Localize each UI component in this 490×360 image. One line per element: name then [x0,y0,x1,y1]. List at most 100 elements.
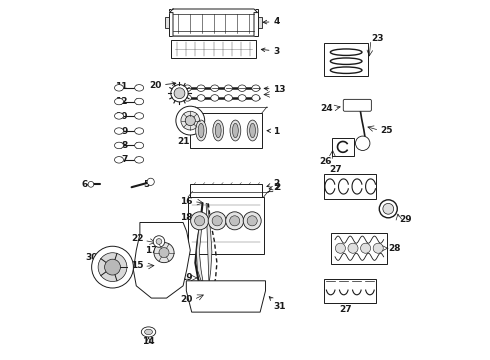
Ellipse shape [145,329,152,335]
Circle shape [147,178,154,185]
Text: 30: 30 [86,253,98,262]
Ellipse shape [247,120,258,141]
Text: 14: 14 [142,337,155,346]
Circle shape [154,243,174,263]
Ellipse shape [238,95,246,101]
Ellipse shape [216,123,221,138]
FancyBboxPatch shape [343,99,371,111]
Text: 18: 18 [180,213,193,222]
Ellipse shape [198,123,204,138]
Circle shape [230,216,240,226]
Ellipse shape [135,98,144,105]
Circle shape [226,212,244,230]
Text: 13: 13 [264,85,286,94]
Circle shape [156,239,162,244]
Text: 2: 2 [269,183,280,192]
Ellipse shape [141,327,156,337]
Bar [188,197,264,254]
Bar [331,233,387,264]
Text: 3: 3 [261,47,279,56]
Circle shape [159,248,169,258]
Ellipse shape [115,113,123,119]
Bar [170,9,258,36]
Ellipse shape [230,120,241,141]
Text: 8: 8 [122,141,127,150]
Ellipse shape [252,95,260,101]
Polygon shape [133,222,190,298]
Text: 27: 27 [330,166,342,175]
Circle shape [104,259,121,275]
Ellipse shape [224,95,232,101]
Circle shape [92,246,133,288]
Circle shape [176,106,205,135]
Text: 16: 16 [180,197,193,206]
Circle shape [379,200,397,218]
Ellipse shape [183,85,192,91]
Circle shape [383,203,393,214]
Text: 7: 7 [121,156,127,164]
Text: 6: 6 [81,180,87,189]
Ellipse shape [196,120,206,141]
Ellipse shape [115,128,123,134]
Ellipse shape [183,95,192,101]
Text: 25: 25 [380,126,392,135]
Text: 1: 1 [267,127,279,136]
Text: 9: 9 [121,127,127,136]
Circle shape [171,85,188,102]
Ellipse shape [135,85,144,91]
Text: 20: 20 [149,81,176,90]
Text: 2: 2 [269,184,279,193]
Bar [190,184,262,198]
Circle shape [185,116,196,126]
Text: 15: 15 [131,261,144,270]
Circle shape [243,212,261,230]
Circle shape [373,243,383,253]
Bar [171,40,256,58]
Ellipse shape [211,85,219,91]
Text: 11: 11 [115,82,127,91]
Ellipse shape [233,123,238,138]
Text: 31: 31 [269,297,286,311]
Text: 22: 22 [131,234,144,243]
Text: 26: 26 [319,157,331,166]
Circle shape [356,136,370,150]
Text: 28: 28 [388,244,401,253]
Text: 10: 10 [115,112,127,121]
Bar [324,43,368,76]
Text: 20: 20 [180,295,193,304]
Text: 4: 4 [263,17,279,26]
Polygon shape [206,203,212,284]
Circle shape [247,216,257,226]
Ellipse shape [115,85,123,91]
Bar [190,113,262,148]
Text: 27: 27 [339,305,352,314]
Ellipse shape [197,95,205,101]
Circle shape [88,181,94,187]
Polygon shape [196,220,203,281]
Polygon shape [186,281,266,312]
Bar [324,279,376,303]
Polygon shape [258,17,262,28]
Ellipse shape [238,85,246,91]
Text: 29: 29 [399,215,412,224]
Ellipse shape [115,157,123,163]
Ellipse shape [135,142,144,149]
Text: 17: 17 [145,246,158,255]
Circle shape [212,216,222,226]
Ellipse shape [213,120,223,141]
Circle shape [181,111,199,130]
Circle shape [195,216,205,226]
Ellipse shape [135,113,144,119]
Bar [332,138,354,156]
Polygon shape [165,17,170,28]
Circle shape [208,212,226,230]
Bar [324,174,376,199]
Text: 23: 23 [371,35,384,44]
Ellipse shape [135,128,144,134]
Text: 19: 19 [180,274,193,282]
Ellipse shape [115,142,123,149]
Ellipse shape [211,95,219,101]
Circle shape [153,236,165,247]
Ellipse shape [252,85,260,91]
Ellipse shape [250,123,255,138]
